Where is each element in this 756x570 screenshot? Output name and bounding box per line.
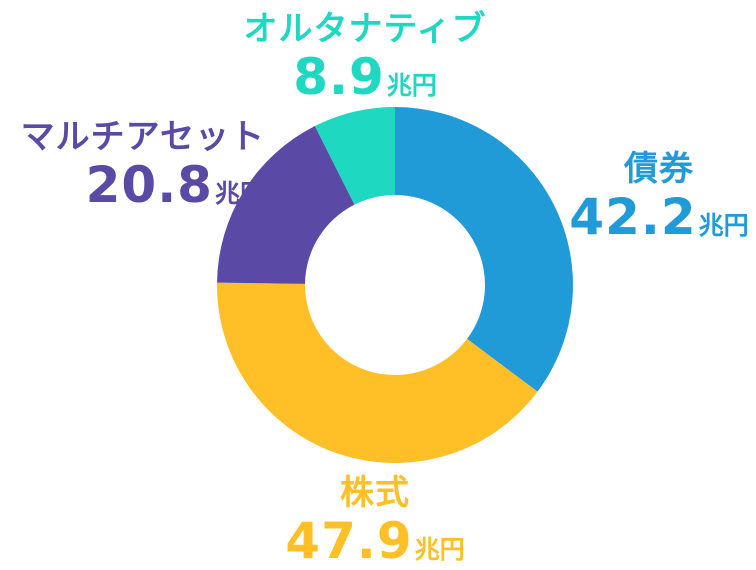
- label-multiasset-value: 20.8兆円: [0, 160, 265, 210]
- label-stocks-name: 株式: [340, 473, 410, 513]
- label-alternative-value: 8.9兆円: [220, 52, 510, 102]
- label-stocks-value: 47.9兆円: [270, 516, 480, 566]
- label-multiasset-name: マルチアセット: [20, 117, 265, 157]
- donut-slice-0: [395, 107, 573, 392]
- label-bonds-unit: 兆円: [698, 211, 749, 240]
- donut-slice-2: [217, 126, 355, 284]
- label-alternative: オルタナティブ 8.9兆円: [220, 12, 510, 102]
- donut-slice-1: [217, 282, 538, 463]
- label-multiasset: マルチアセット 20.8兆円: [0, 120, 265, 210]
- label-bonds: 債券 42.2兆円: [566, 152, 752, 242]
- label-bonds-value: 42.2兆円: [566, 192, 752, 242]
- label-multiasset-unit: 兆円: [214, 179, 265, 208]
- label-multiasset-number: 20.8: [85, 156, 213, 214]
- label-bonds-number: 42.2: [569, 188, 697, 246]
- label-stocks: 株式 47.9兆円: [270, 476, 480, 566]
- label-alternative-number: 8.9: [293, 48, 385, 106]
- label-alternative-name: オルタナティブ: [243, 9, 487, 49]
- donut-slices: [217, 107, 573, 463]
- label-alternative-unit: 兆円: [386, 71, 437, 100]
- donut-slice-3: [314, 107, 395, 205]
- label-stocks-number: 47.9: [285, 512, 413, 570]
- label-bonds-name: 債券: [624, 149, 694, 189]
- label-stocks-unit: 兆円: [414, 535, 465, 564]
